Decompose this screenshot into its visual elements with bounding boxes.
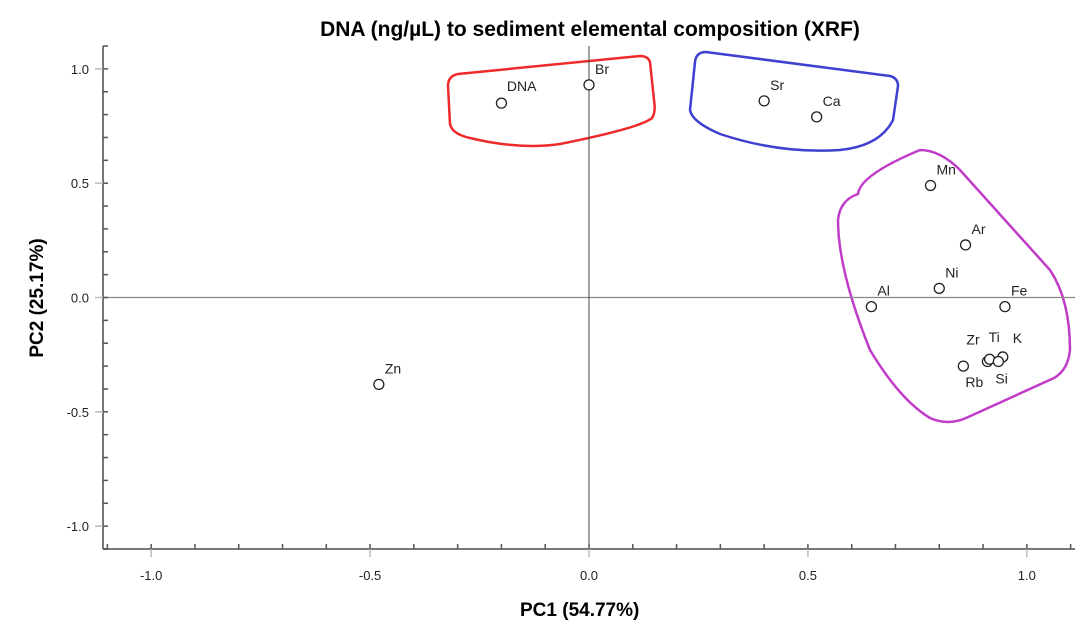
data-point-ni — [933, 282, 945, 295]
data-point-si — [992, 355, 1005, 368]
group-hull-sr-ca — [688, 50, 900, 152]
data-point-rb — [957, 360, 970, 372]
y-tick-label: 0.0 — [71, 291, 89, 306]
x-tick-label: -0.5 — [359, 568, 381, 583]
chart-title: DNA (ng/µL) to sediment elemental compos… — [320, 18, 860, 41]
point-label-sr: Sr — [770, 77, 784, 93]
y-tick-label: -0.5 — [67, 405, 89, 420]
data-point-al — [865, 300, 878, 313]
x-tick-label: -1.0 — [140, 568, 162, 583]
y-tick-label: 0.5 — [71, 176, 89, 191]
x-tick-label: 1.0 — [1018, 568, 1036, 583]
data-point-br — [583, 79, 595, 91]
point-label-k: K — [1013, 330, 1023, 346]
data-point-ar — [959, 239, 972, 251]
data-point-zn — [373, 378, 385, 391]
data-point-sr — [758, 95, 770, 107]
point-label-ca: Ca — [823, 93, 841, 109]
y-tick-label: -1.0 — [67, 519, 89, 534]
data-point-fe — [999, 300, 1011, 313]
point-label-zr: Zr — [966, 332, 980, 348]
point-label-br: Br — [595, 61, 609, 77]
point-label-fe: Fe — [1011, 283, 1028, 299]
group-hull-main — [836, 148, 1072, 424]
point-label-zn: Zn — [385, 360, 401, 376]
point-label-al: Al — [877, 283, 889, 299]
data-point-dna — [495, 97, 508, 109]
x-tick-label: 0.5 — [799, 568, 817, 583]
data-point-ca — [811, 111, 823, 123]
group-hull-dna-br — [446, 54, 656, 148]
point-label-ti: Ti — [989, 329, 1000, 345]
point-label-ar: Ar — [972, 221, 986, 237]
point-label-mn: Mn — [937, 161, 956, 177]
data-point-mn — [924, 179, 937, 192]
x-axis-label: PC1 (54.77%) — [520, 600, 640, 621]
point-label-rb: Rb — [965, 374, 983, 390]
x-tick-label: 0.0 — [580, 568, 598, 583]
y-tick-label: 1.0 — [71, 62, 89, 77]
point-label-si: Si — [995, 371, 1007, 387]
point-label-dna: DNA — [507, 78, 537, 94]
point-label-ni: Ni — [945, 264, 958, 280]
